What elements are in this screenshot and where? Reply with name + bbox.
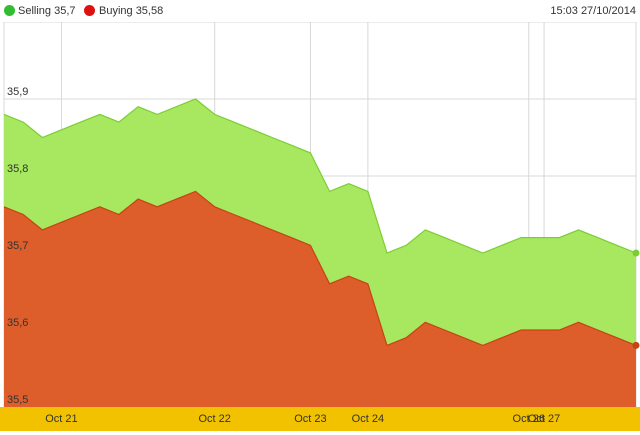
timestamp: 15:03 27/10/2014 [550, 5, 636, 17]
y-tick-label: 35,7 [7, 240, 28, 252]
buying-legend-label: Buying 35,58 [99, 5, 164, 17]
x-tick-label: Oct 27 [528, 413, 560, 425]
x-axis-band [0, 407, 640, 431]
buying-legend-dot [84, 5, 95, 16]
selling-end-point [632, 249, 640, 257]
x-tick-label: Oct 21 [45, 413, 77, 425]
y-tick-label: 35,8 [7, 163, 28, 175]
x-tick-label: Oct 22 [198, 413, 230, 425]
y-tick-label: 35,5 [7, 394, 28, 406]
legend-bar: Selling 35,7 Buying 35,58 15:03 27/10/20… [0, 0, 640, 22]
area-layer [3, 98, 640, 407]
selling-legend-label: Selling 35,7 [18, 5, 76, 17]
buying-line [3, 190, 637, 347]
buying-end-point [632, 341, 640, 349]
x-tick-label: Oct 26 [513, 413, 545, 425]
selling-legend-dot [4, 5, 15, 16]
axis-layer: 35,5 35,6 35,7 35,8 35,9 Oct 21 Oct 22 Oct 23 Oc… [0, 86, 640, 431]
x-tick-label: Oct 24 [352, 413, 384, 425]
y-tick-label: 35,6 [7, 317, 28, 329]
y-tick-label: 35,9 [7, 86, 28, 98]
x-tick-label: Oct 23 [294, 413, 326, 425]
buying-area [4, 191, 636, 407]
selling-line [3, 98, 637, 254]
